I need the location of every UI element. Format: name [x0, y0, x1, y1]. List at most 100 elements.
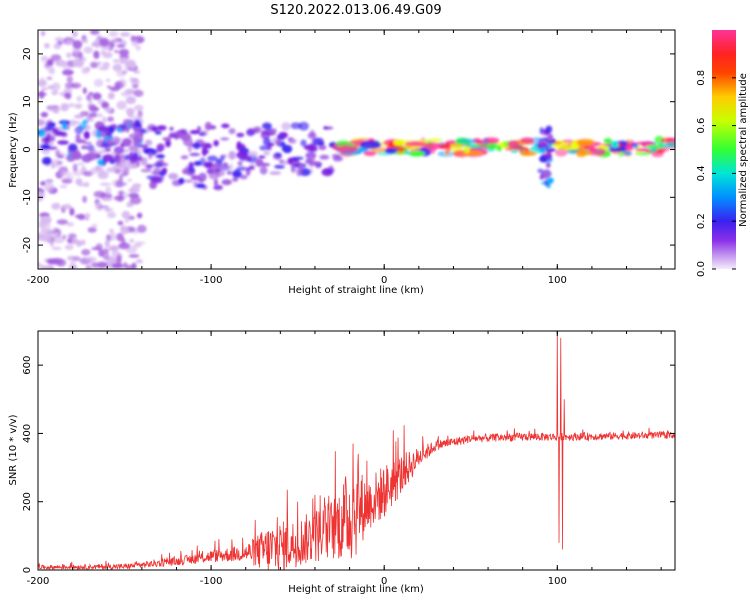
spectrogram-cell	[319, 154, 330, 160]
spectrogram-cell	[645, 145, 666, 149]
spectrogram-cell	[245, 167, 251, 176]
spectrogram-cell	[497, 145, 502, 152]
spectrogram-cell	[445, 146, 452, 152]
spectrogram-cell	[635, 148, 651, 152]
spectrogram-cell	[101, 197, 113, 202]
spectrogram-cell	[137, 224, 147, 233]
spectrogram-cell	[469, 143, 490, 148]
spectrogram-cell	[89, 30, 100, 35]
spectrogram-cell	[118, 173, 124, 182]
spectrogram-cell	[123, 264, 136, 269]
spectrogram-cell	[192, 142, 201, 150]
spectrogram-cell	[292, 156, 304, 160]
spectrogram-cell	[275, 138, 282, 145]
spectrogram-cell	[507, 140, 520, 149]
spectrogram-cell	[213, 179, 219, 187]
spectrogram-cell	[104, 207, 110, 213]
spectrogram-cell	[537, 168, 544, 174]
x-tick-label: 0	[381, 576, 387, 587]
spectrogram-cell	[72, 40, 83, 49]
spectrogram-cell	[47, 135, 56, 139]
spectrogram-cell	[40, 30, 46, 37]
spectrogram-cell	[104, 107, 113, 113]
spectrogram-cell	[101, 116, 107, 124]
spectrogram-cell	[247, 150, 259, 157]
spectrogram-cell	[161, 167, 168, 174]
spectrogram-cell	[236, 141, 242, 149]
spectrogram-cell	[114, 49, 119, 54]
spectrogram-cell	[40, 228, 52, 234]
spectrogram-cell	[134, 137, 142, 144]
spectrogram-cell	[298, 168, 311, 177]
spectrogram-cell	[510, 149, 519, 153]
spectrogram-cell	[40, 181, 46, 186]
spectrogram-cell	[195, 183, 206, 189]
spectrogram-cell	[220, 137, 230, 141]
spectrogram-cell	[228, 150, 236, 160]
spectrogram-cell	[300, 139, 307, 147]
x-tick-label: 100	[548, 576, 567, 587]
colorbar-ticks: 0.0 0.2 0.4 0.6 0.8	[696, 70, 736, 277]
spectrogram-cell	[66, 222, 75, 227]
spectrogram-cell	[41, 156, 52, 166]
spectrogram-cell	[157, 125, 167, 131]
spectrogram-cell	[226, 170, 233, 175]
spectrogram-cell	[75, 178, 83, 186]
spectrogram-cell	[128, 188, 137, 194]
spectrogram-cell	[625, 150, 632, 156]
spectrogram-cell	[71, 120, 81, 125]
spectrogram-cell	[464, 145, 470, 154]
spectrogram-cell	[290, 163, 296, 173]
spectrogram-cell	[74, 125, 84, 135]
spectrogram-cell	[79, 111, 89, 117]
spectrogram-cell	[298, 162, 304, 170]
spectrogram-cell	[259, 166, 268, 175]
spectrogram-cell	[86, 94, 92, 101]
spectrogram-cell	[212, 163, 221, 170]
spectrogram-cell	[56, 160, 63, 165]
spectrogram-cell	[38, 262, 42, 268]
spectrogram-cell	[56, 219, 69, 225]
spectrogram-cell	[117, 127, 122, 133]
spectrogram-cell	[132, 83, 139, 89]
spectrogram-cell	[46, 106, 58, 112]
spectrogram-cell	[255, 158, 264, 167]
spectrogram-cell	[239, 174, 248, 180]
spectrogram-cell	[144, 139, 153, 147]
spectrogram-cell	[62, 204, 72, 210]
spectrogram-cell	[307, 132, 317, 139]
spectrogram-cell	[85, 264, 92, 269]
spectrogram-cell	[75, 59, 84, 68]
spectrogram-cell	[140, 156, 148, 166]
spectrogram-cell	[82, 195, 88, 203]
spectrogram-cell	[269, 171, 282, 175]
spectrogram-cell	[113, 195, 125, 201]
spectrogram-cell	[39, 265, 49, 269]
spectrogram-cell	[102, 251, 110, 260]
colorbar-tick-label: 0.4	[696, 165, 707, 181]
spectrogram-cell	[39, 215, 52, 225]
spectrogram-cell	[108, 30, 119, 38]
spectrogram-cell	[393, 139, 405, 146]
spectrogram-cell	[545, 125, 553, 134]
spectrogram-cell	[43, 182, 55, 192]
spectrogram-cell	[102, 248, 110, 253]
spectrogram-cell	[116, 44, 126, 48]
spectrogram-cell	[75, 139, 87, 144]
spectrogram-cell	[483, 137, 500, 144]
spectrogram-cell	[207, 155, 218, 162]
spectrogram-cell	[402, 144, 413, 150]
spectrogram-cell	[71, 237, 77, 245]
spectrogram-blobs	[38, 30, 675, 269]
spectrogram-cell	[447, 143, 464, 153]
spectrogram-cell	[229, 163, 234, 172]
spectrogram-cell	[38, 233, 44, 241]
x-tick-label: -200	[27, 275, 50, 286]
spectrogram-cell	[237, 160, 243, 167]
spectrogram-cell	[189, 129, 200, 135]
spectrogram-cell	[127, 178, 133, 182]
spectrogram-cell	[232, 177, 239, 182]
spectrogram-cell	[111, 38, 120, 44]
spectrogram-cell	[190, 174, 200, 181]
spectrogram-cell	[180, 155, 189, 160]
